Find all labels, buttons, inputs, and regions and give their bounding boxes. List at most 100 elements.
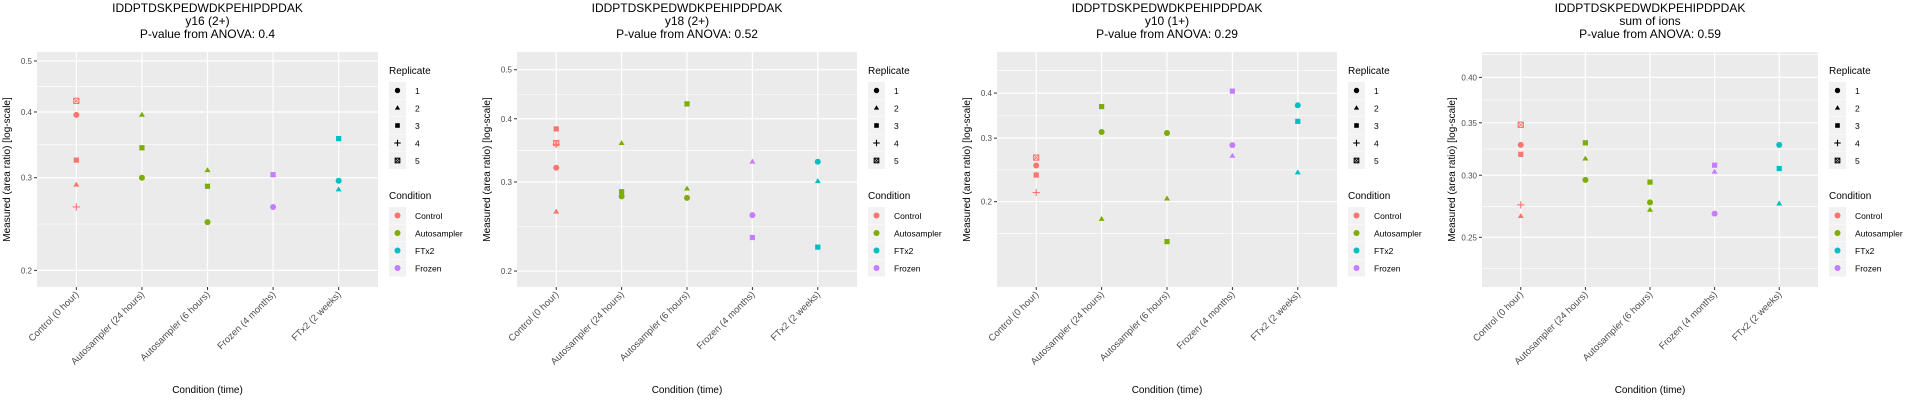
legend-item-replicate-2[interactable]: 2 [1348,99,1379,117]
legend-label: 1 [894,86,899,96]
legend-color-swatch [394,247,401,254]
y-tick-label: 0.30 [1461,171,1477,180]
data-point [335,186,342,192]
legend-item-condition-autosampler[interactable]: Autosampler [868,224,942,242]
anova-annotation: P-value from ANOVA: 0.4 [140,27,275,41]
legend-item-replicate-4[interactable]: 4 [1829,134,1860,152]
legend-item-replicate-1[interactable]: 1 [389,82,420,99]
data-point [1711,168,1718,174]
chart-title: IDDPTDSKPEDWDKPEHIPDPDAK [1555,1,1746,15]
legend-item-condition-control[interactable]: Control [1348,207,1402,224]
legend-item-condition-frozen[interactable]: Frozen [868,259,921,277]
data-point [1229,152,1236,158]
x-tick-label: Control (0 hour) [507,289,562,344]
legend-symbol-boxed-square-d2 [873,157,880,164]
legend-symbol-square [395,123,400,128]
legend-label: 4 [1855,139,1860,149]
legend-item-condition-ftx2[interactable]: FTx2 [868,242,914,259]
legend-symbol-boxed-square-d2 [1353,157,1360,164]
legend-item-replicate-3[interactable]: 3 [868,117,899,134]
data-point-box [73,97,80,104]
x-axis-title: Condition (time) [172,385,243,396]
legend-item-replicate-5[interactable]: 5 [1348,152,1379,169]
legend-item-condition-ftx2[interactable]: FTx2 [1348,242,1394,259]
legend-item-replicate-1[interactable]: 1 [1829,82,1860,99]
legend-item-condition-control[interactable]: Control [1829,207,1883,224]
legend-item-replicate-2[interactable]: 2 [1829,99,1860,117]
legend-symbol-boxed-square-d2 [1834,157,1841,164]
legend-item-condition-autosampler[interactable]: Autosampler [1348,224,1422,242]
data-point [1294,102,1301,109]
legend-item-replicate-4[interactable]: 4 [1348,134,1379,152]
legend-item-replicate-1[interactable]: 1 [1348,82,1379,99]
legend-item-replicate-1[interactable]: 1 [868,82,899,99]
legend-item-condition-control[interactable]: Control [868,207,922,224]
legend-item-condition-ftx2[interactable]: FTx2 [1829,242,1875,259]
legend-label: 2 [894,104,899,114]
data-point-box [1517,121,1524,128]
legend-item-condition-frozen[interactable]: Frozen [1348,259,1401,277]
legend-symbol-square [1354,123,1359,128]
legend-item-condition-ftx2[interactable]: FTx2 [389,242,435,259]
x-tick-label: Control (0 hour) [27,289,82,344]
legend-symbol-boxed-square-d2 [394,157,401,164]
chart-subtitle: y16 (2+) [185,14,229,28]
x-axis-title: Condition (time) [1615,385,1686,396]
data-point [749,234,755,241]
legend-item-replicate-3[interactable]: 3 [1829,117,1860,134]
y-tick-label: 0.3 [981,134,993,143]
data-point [1711,210,1718,217]
data-point [73,97,80,104]
x-tick-label: Control (0 hour) [1471,289,1526,344]
legend-symbol-triangle [394,105,401,110]
legend-label: 4 [894,139,899,149]
legend-item-replicate-3[interactable]: 3 [1348,117,1379,134]
legend-item-replicate-5[interactable]: 5 [389,152,420,169]
y-axis-title: Measured (area ratio) [log-scale] [482,97,493,242]
legend-label: Control [894,211,922,221]
data-point [1294,169,1301,175]
legend-item-condition-autosampler[interactable]: Autosampler [389,224,463,242]
legend-condition-title: Condition [1348,191,1390,202]
data-point [204,167,211,173]
legend-color-swatch [873,230,880,236]
legend: Replicate 1 2 3 4 5 Condition Control Autosample… [868,66,942,277]
x-tick-label: FTx2 (2 weeks) [1730,289,1784,343]
legend-item-replicate-5[interactable]: 5 [1829,152,1860,169]
x-tick-label: Autosampler (24 hours) [69,289,147,367]
legend-item-replicate-4[interactable]: 4 [389,134,420,152]
data-point [72,203,80,211]
legend-color-swatch [1353,212,1360,219]
y-tick-label: 0.3 [501,178,513,187]
legend-item-condition-frozen[interactable]: Frozen [1829,259,1882,277]
legend-item-replicate-5[interactable]: 5 [868,152,899,169]
legend-color-swatch [873,265,880,271]
chart-subtitle: sum of ions [1619,14,1680,28]
legend-replicate-title: Replicate [868,66,910,77]
legend-label: Autosampler [1855,229,1903,239]
legend-label: FTx2 [1374,246,1394,256]
y-tick-label: 0.5 [501,66,513,75]
legend-item-replicate-2[interactable]: 2 [868,99,899,117]
legend-item-replicate-2[interactable]: 2 [389,99,420,117]
legend-item-replicate-3[interactable]: 3 [389,117,420,134]
legend-color-swatch [1353,265,1360,271]
chart-title: IDDPTDSKPEDWDKPEHIPDPDAK [592,1,783,15]
legend-label: 4 [415,139,420,149]
legend-color-swatch [873,212,880,219]
data-point [553,208,560,214]
legend-label: FTx2 [415,246,435,256]
legend-item-condition-frozen[interactable]: Frozen [389,259,442,277]
legend-label: FTx2 [1855,246,1875,256]
legend-label: Control [1855,211,1883,221]
legend-replicate-title: Replicate [389,66,431,77]
legend-item-replicate-4[interactable]: 4 [868,134,899,152]
legend-symbol-plus [394,139,401,147]
legend-item-condition-autosampler[interactable]: Autosampler [1829,224,1903,242]
x-tick-label: Autosampler (24 hours) [549,289,627,367]
data-point [684,101,690,107]
legend-item-condition-control[interactable]: Control [389,207,443,224]
data-point [335,177,342,184]
legend-symbol-plus [873,139,880,147]
